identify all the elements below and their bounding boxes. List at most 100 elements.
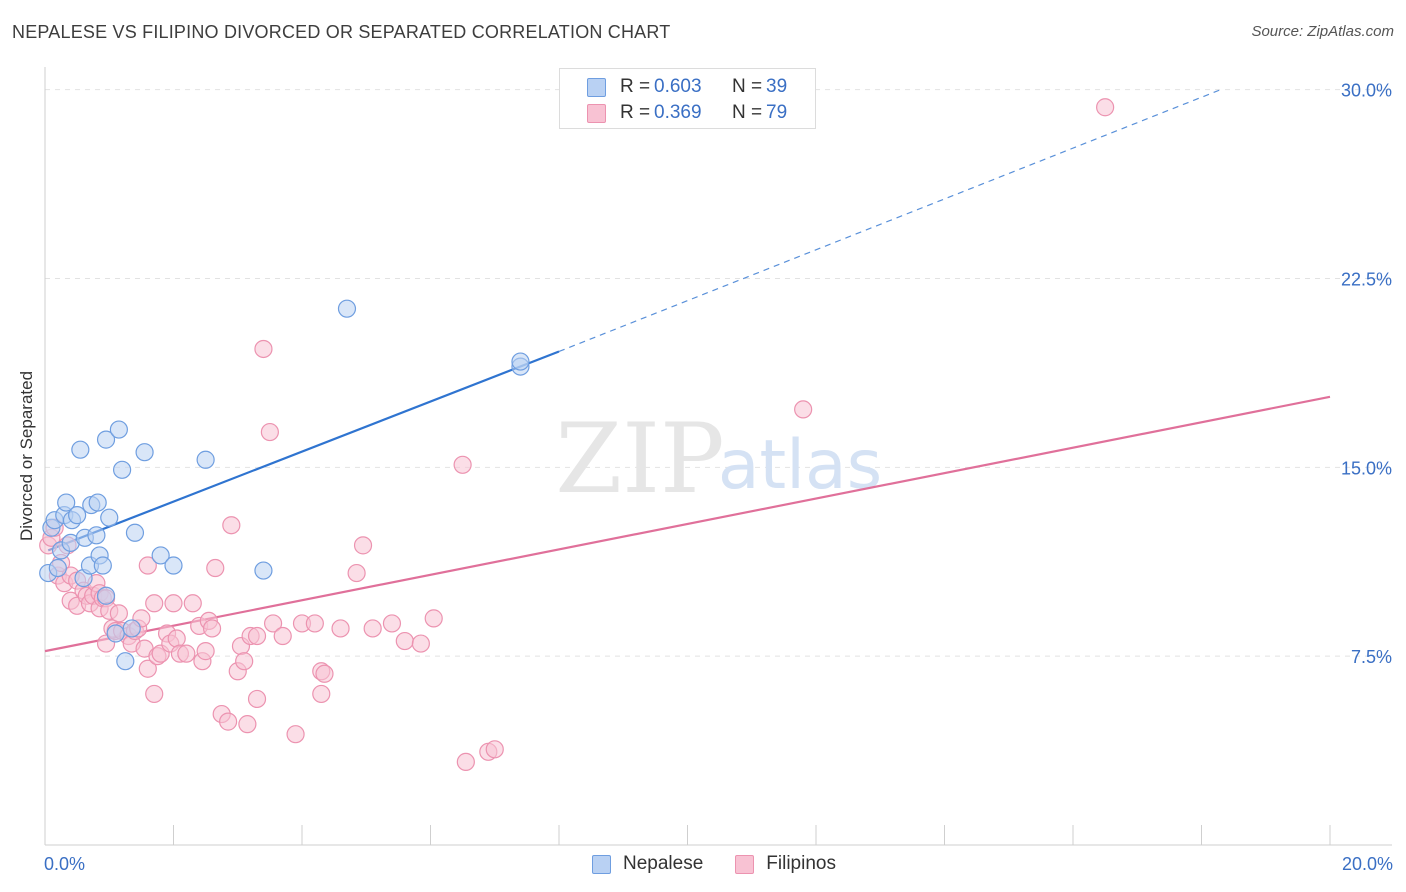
filipino-point <box>273 626 292 646</box>
nepalese-point <box>93 556 112 575</box>
filipino-point <box>238 715 257 734</box>
nepalese-point <box>125 523 145 542</box>
x-tick-label: 0.0% <box>44 854 85 874</box>
filipino-point <box>794 400 813 419</box>
filipino-point <box>177 644 196 663</box>
nepalese-swatch <box>587 77 606 97</box>
filipino-point <box>222 516 241 535</box>
filipino-point <box>363 619 382 638</box>
filipino-point <box>312 684 331 704</box>
filipino-point <box>260 422 279 442</box>
filipino-point <box>315 664 334 683</box>
stats-legend: R = 0.603 N = 39 R = 0.369 N = 79 <box>559 68 816 129</box>
filipino-point <box>145 684 164 704</box>
nepalese-point <box>151 546 170 565</box>
nepalese-point <box>116 652 135 671</box>
r-label: R = <box>620 76 651 97</box>
nepalese-point <box>254 561 273 580</box>
filipino-point <box>485 740 504 759</box>
filipino-point <box>305 614 324 633</box>
filipino-point <box>202 619 222 638</box>
tick-labels: 7.5% 15.0% 22.5% 30.0% 0.0% 20.0% <box>44 81 1393 874</box>
y-tick-label: 30.0% <box>1341 81 1392 101</box>
nepalese-point <box>337 299 357 318</box>
filipino-point <box>1096 98 1115 117</box>
nepalese-point <box>57 493 76 512</box>
filipino-point <box>424 609 443 628</box>
filipino-point <box>235 652 254 671</box>
chart-title: NEPALESE VS FILIPINO DIVORCED OR SEPARAT… <box>12 22 671 42</box>
nepalese-point <box>88 493 107 512</box>
nepalese-point <box>511 352 530 371</box>
legend-label-nepalese: Nepalese <box>623 853 704 874</box>
trend-lines <box>44 89 1331 653</box>
r-label: R = <box>620 102 651 123</box>
n-value-filipinos: 79 <box>766 102 788 123</box>
r-value-filipinos: 0.369 <box>654 102 702 123</box>
source-label: Source: ZipAtlas.com <box>1251 23 1394 40</box>
filipino-point <box>167 629 186 648</box>
filipino-point <box>411 634 430 653</box>
nepalese-point <box>48 558 67 578</box>
filipino-point <box>382 614 402 633</box>
nepalese-point <box>71 440 90 459</box>
nepalese-point <box>96 586 116 605</box>
filipino-swatch <box>587 103 606 123</box>
series-legend: Nepalese Filipinos <box>592 852 868 876</box>
nepalese-swatch <box>592 854 611 874</box>
nepalese-point <box>87 526 106 545</box>
watermark: ZIP atlas <box>555 403 882 515</box>
filipino-point <box>138 556 157 575</box>
nepalese-point <box>164 556 183 575</box>
filipino-point <box>286 725 305 744</box>
nepalese-point <box>196 450 215 469</box>
nepalese-point <box>100 508 119 527</box>
filipino-point <box>219 712 238 731</box>
filipino-point <box>247 626 267 646</box>
filipino-point <box>254 339 273 359</box>
nepalese-point <box>96 430 116 449</box>
filipino-point <box>183 594 202 613</box>
watermark-atlas: atlas <box>718 426 882 505</box>
legend-item-nepalese[interactable]: Nepalese <box>592 853 703 875</box>
nepalese-trend-extension <box>558 89 1221 353</box>
legend-item-filipinos[interactable]: Filipinos <box>735 853 836 875</box>
legend-label-filipinos: Filipinos <box>766 853 836 874</box>
filipino-point <box>353 536 373 555</box>
filipino-point <box>331 619 350 638</box>
nepalese-point <box>109 420 128 439</box>
filipino-point <box>138 659 157 678</box>
nepalese-point <box>135 443 154 462</box>
axes <box>44 67 1392 846</box>
watermark-zip: ZIP <box>555 403 724 515</box>
filipino-point <box>347 563 366 583</box>
y-tick-label: 22.5% <box>1341 269 1392 289</box>
filipino-point <box>164 594 183 613</box>
filipino-point <box>145 594 164 613</box>
y-tick-label: 15.0% <box>1341 458 1392 478</box>
filipino-point <box>109 604 128 623</box>
data-points <box>39 98 1115 772</box>
gridlines <box>45 89 1392 657</box>
x-tick-label: 20.0% <box>1342 854 1393 874</box>
nepalese-point <box>112 460 132 479</box>
nepalese-trend-line <box>47 350 560 552</box>
y-tick-label: 7.5% <box>1351 647 1392 667</box>
filipino-point <box>196 642 215 661</box>
nepalese-point <box>122 619 141 638</box>
filipino-point <box>453 455 472 474</box>
n-label: N = <box>732 102 763 123</box>
r-value-nepalese: 0.603 <box>654 76 702 97</box>
filipino-trend-line <box>44 395 1331 653</box>
n-value-nepalese: 39 <box>766 76 788 97</box>
filipino-point <box>456 752 475 772</box>
filipino-point <box>206 558 225 578</box>
nepalese-point <box>106 624 125 643</box>
filipino-swatch <box>735 854 755 874</box>
filipino-point <box>263 614 283 633</box>
n-label: N = <box>732 76 763 97</box>
filipino-point <box>395 631 414 651</box>
nepalese-point <box>68 506 87 525</box>
filipino-point <box>247 689 267 709</box>
